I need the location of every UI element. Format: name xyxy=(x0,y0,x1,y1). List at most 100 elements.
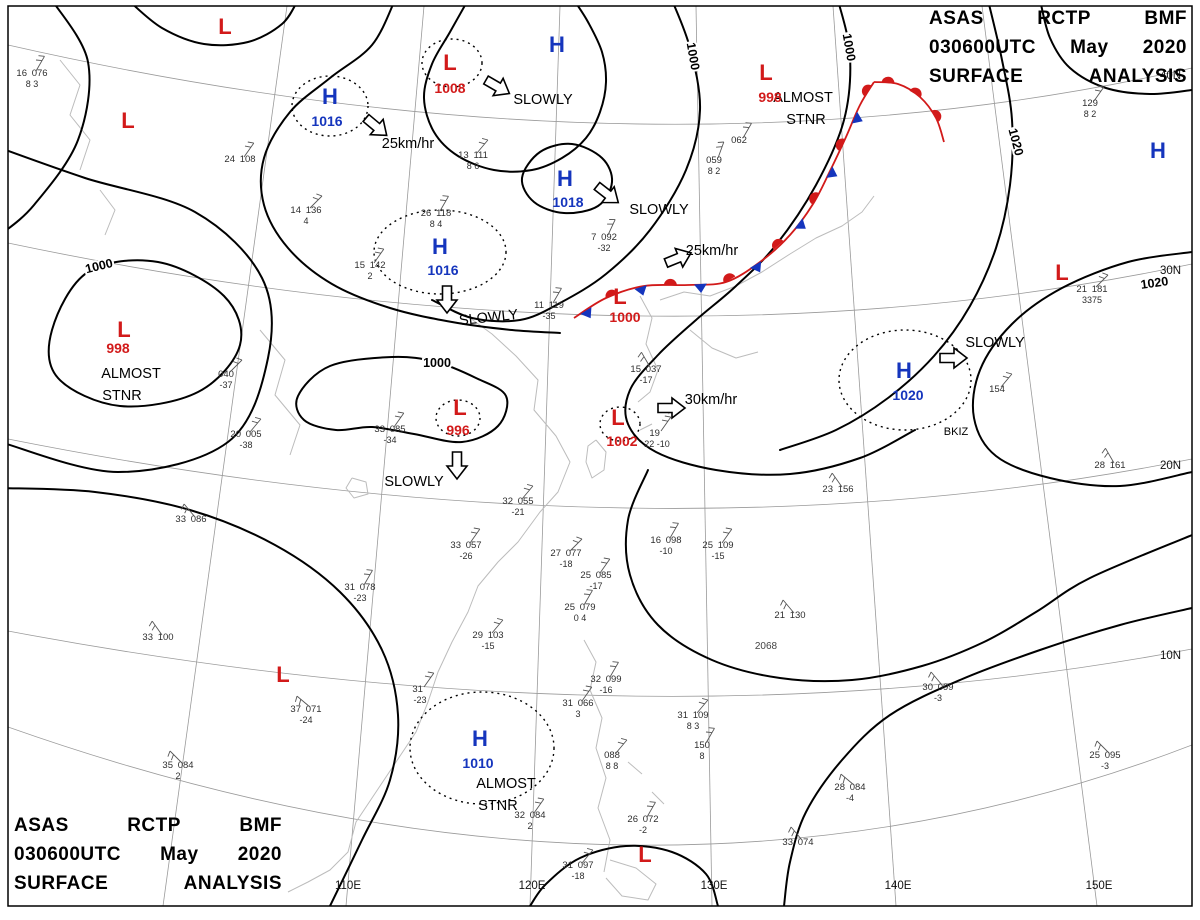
map-border xyxy=(7,5,1193,907)
wind-barb xyxy=(373,248,385,264)
pressure-center-l: L xyxy=(218,14,231,39)
warm-front-symbol-shape xyxy=(930,109,942,122)
wind-barb-tick xyxy=(35,59,43,62)
wind-barb xyxy=(607,219,616,236)
station-values: 24 108 xyxy=(224,154,255,165)
wind-barb-tick xyxy=(649,801,656,803)
isobar xyxy=(133,6,296,47)
station-values: 16 098 xyxy=(650,535,681,546)
wind-barb-tick xyxy=(745,122,752,124)
wind-barb-tick xyxy=(167,750,171,757)
station-extra: 3 xyxy=(575,709,580,719)
pressure-value: 1010 xyxy=(462,755,493,771)
station-plot: 16 098-10 xyxy=(650,522,682,556)
station-values: 15 142 xyxy=(354,260,385,271)
station-extra: 8 xyxy=(699,751,704,761)
wind-barb-tick xyxy=(583,851,590,855)
station-values: 26 118 xyxy=(421,208,451,219)
station-extra: 3375 xyxy=(1082,295,1102,305)
latitude-label: 20N xyxy=(1160,460,1181,472)
wind-barb-tick xyxy=(586,589,593,591)
station-values: 30 099 xyxy=(922,682,953,693)
station-extra: -32 xyxy=(597,243,610,253)
movement-arrow-shape xyxy=(593,181,620,204)
wind-barb-tick xyxy=(620,737,628,741)
latitude-label: 10N xyxy=(1160,650,1181,662)
annotation-slowly: SLOWLY xyxy=(965,335,1025,351)
title-word: SURFACE xyxy=(14,873,109,894)
station-extra: 22 -10 xyxy=(644,439,670,449)
wind-barb-tick xyxy=(705,731,713,734)
station-plot: 33 057-26 xyxy=(450,527,482,561)
station-values: 25 079 xyxy=(564,602,595,613)
wind-barb-tick xyxy=(708,727,715,729)
movement-arrow-shape xyxy=(445,451,469,481)
wind-barb-tick xyxy=(701,697,709,701)
wind-barb xyxy=(1095,274,1109,288)
station-values: 040 xyxy=(218,369,234,380)
movement-arrow xyxy=(593,181,620,204)
station-plot: 27 077-18 xyxy=(550,536,583,569)
annotation-30km-hr: 30km/hr xyxy=(685,392,738,408)
wind-barb-tick xyxy=(780,599,784,606)
annotation-almost: ALMOST xyxy=(476,776,536,792)
pressure-center-l-998: L xyxy=(117,317,130,342)
station-values: 25 085 xyxy=(580,570,611,581)
station-plot: 32 055-21 xyxy=(502,483,534,517)
wind-barb-tick xyxy=(232,360,239,364)
station-plot: 11 119-35 xyxy=(534,287,564,321)
coastlines xyxy=(59,59,875,901)
title-word: May xyxy=(1070,37,1109,58)
station-plot: 29 103-15 xyxy=(472,617,504,651)
pressure-center-l-996: L xyxy=(453,395,466,420)
station-extra: -37 xyxy=(219,380,232,390)
coastline xyxy=(583,639,611,873)
warm-front-symbol xyxy=(861,84,872,97)
annotation-25km-hr: 25km/hr xyxy=(382,136,435,152)
isobar xyxy=(431,6,702,323)
warm-front-symbol-shape xyxy=(772,238,784,250)
station-extra: -24 xyxy=(299,715,312,725)
annotation-stnr: STNR xyxy=(786,112,825,128)
wind-barb-tick xyxy=(366,569,373,571)
wind-barb-tick xyxy=(928,671,932,678)
coastline xyxy=(287,317,571,893)
annotation-25km-hr: 25km/hr xyxy=(686,243,739,259)
station-plot: 28 084-4 xyxy=(834,773,866,803)
station-values: 35 084 xyxy=(162,760,193,771)
station-plot: 040-37 xyxy=(218,357,243,390)
wind-barb xyxy=(742,123,752,139)
fronts xyxy=(573,76,945,319)
movement-arrow xyxy=(482,75,511,97)
latitude-label: 30N xyxy=(1160,265,1181,277)
parallel-line xyxy=(8,44,1192,125)
pressure-center-h: H xyxy=(1150,138,1166,163)
wind-barb xyxy=(1105,448,1115,464)
station-plot: 25 109-15 xyxy=(702,527,734,561)
pressure-center-h: H xyxy=(549,32,565,57)
longitude-label: 130E xyxy=(701,880,728,892)
wind-barb-tick xyxy=(247,141,254,144)
wind-barb-tick xyxy=(725,527,732,530)
station-values: 31 097 xyxy=(562,860,593,871)
wind-barb-tick xyxy=(394,415,401,418)
system-outline xyxy=(291,75,369,137)
pressure-center-l-998: L xyxy=(759,60,772,85)
wind-barb xyxy=(393,412,405,428)
station-plot: 31 078-23 xyxy=(344,569,376,603)
station-plot: 33 086 xyxy=(175,503,207,525)
wind-barb-tick xyxy=(783,603,787,610)
warm-front-symbol xyxy=(909,87,922,98)
station-values: 14 136 xyxy=(290,205,321,216)
wind-barb-tick xyxy=(363,573,371,576)
cold-front-symbol xyxy=(634,285,647,296)
station-values: 32 099 xyxy=(590,674,621,685)
isobar xyxy=(971,251,1192,488)
station-extra: -21 xyxy=(511,507,524,517)
wind-barb xyxy=(439,196,449,212)
